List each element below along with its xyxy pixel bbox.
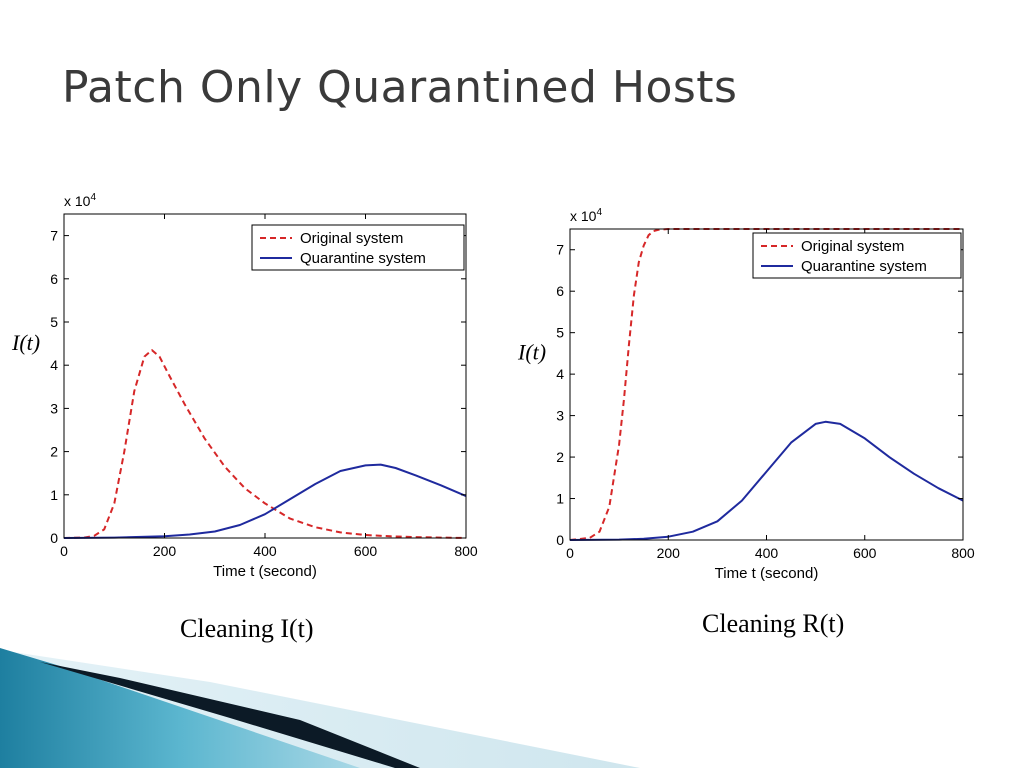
x-tick-label: 200 (153, 543, 177, 559)
y-tick-label: 5 (556, 325, 564, 341)
swoosh-dark-band (40, 662, 420, 768)
x-tick-label: 600 (853, 545, 877, 561)
x-tick-label: 400 (253, 543, 277, 559)
y-exponent-label: x 104 (570, 207, 602, 224)
y-exponent-power: 4 (596, 207, 602, 218)
y-axis-label: I(t) (517, 340, 546, 365)
y-tick-label: 0 (556, 532, 564, 548)
y-axis-label: I(t) (11, 330, 40, 355)
x-tick-label: 800 (951, 545, 975, 561)
series-line-quarantine (63, 463, 467, 539)
x-tick-label: 200 (657, 545, 681, 561)
y-tick-label: 3 (50, 400, 58, 416)
legend-label-quarantine: Quarantine system (801, 258, 927, 275)
y-tick-label: 4 (556, 366, 564, 382)
chart-cleaning-r: 0 200 400 600 800 0 1 2 3 4 5 6 7 x 104 Time t (second… (517, 207, 975, 582)
y-tick-label: 2 (50, 444, 58, 460)
x-tick-label: 600 (354, 543, 378, 559)
y-tick-label: 1 (50, 487, 58, 503)
x-tick-label: 0 (60, 543, 68, 559)
swoosh-blue-band (0, 648, 360, 768)
series-line-quarantine (569, 420, 964, 541)
y-tick-label: 4 (50, 357, 58, 373)
y-tick-label: 2 (556, 449, 564, 465)
y-exponent-label: x 104 (64, 192, 96, 209)
caption-cleaning-r: Cleaning R(t) (702, 609, 845, 638)
x-axis-label: Time t (second) (715, 565, 819, 582)
caption-cleaning-i: Cleaning I(t) (180, 614, 314, 643)
series-line-original (63, 349, 467, 539)
y-exponent-power: 4 (90, 192, 96, 203)
x-tick-label: 0 (566, 545, 574, 561)
slide-title: Patch Only Quarantined Hosts (62, 62, 738, 113)
legend-label-original: Original system (801, 238, 904, 255)
chart-cleaning-i: 0 200 400 600 800 0 1 2 3 4 5 6 7 x 104 Time t (second… (11, 192, 478, 580)
x-tick-label: 800 (454, 543, 478, 559)
decorative-swoosh (0, 648, 640, 768)
y-tick-label: 7 (50, 228, 58, 244)
y-tick-label: 7 (556, 242, 564, 258)
y-tick-label: 5 (50, 314, 58, 330)
y-tick-label: 0 (50, 530, 58, 546)
legend-label-quarantine: Quarantine system (300, 250, 426, 267)
legend-box (752, 232, 962, 279)
x-axis-label: Time t (second) (213, 563, 317, 580)
y-tick-label: 1 (556, 491, 564, 507)
y-tick-label: 6 (50, 271, 58, 287)
y-tick-label: 3 (556, 408, 564, 424)
legend-label-original: Original system (300, 230, 403, 247)
x-tick-label: 400 (755, 545, 779, 561)
y-tick-label: 6 (556, 283, 564, 299)
legend-box (251, 224, 465, 271)
